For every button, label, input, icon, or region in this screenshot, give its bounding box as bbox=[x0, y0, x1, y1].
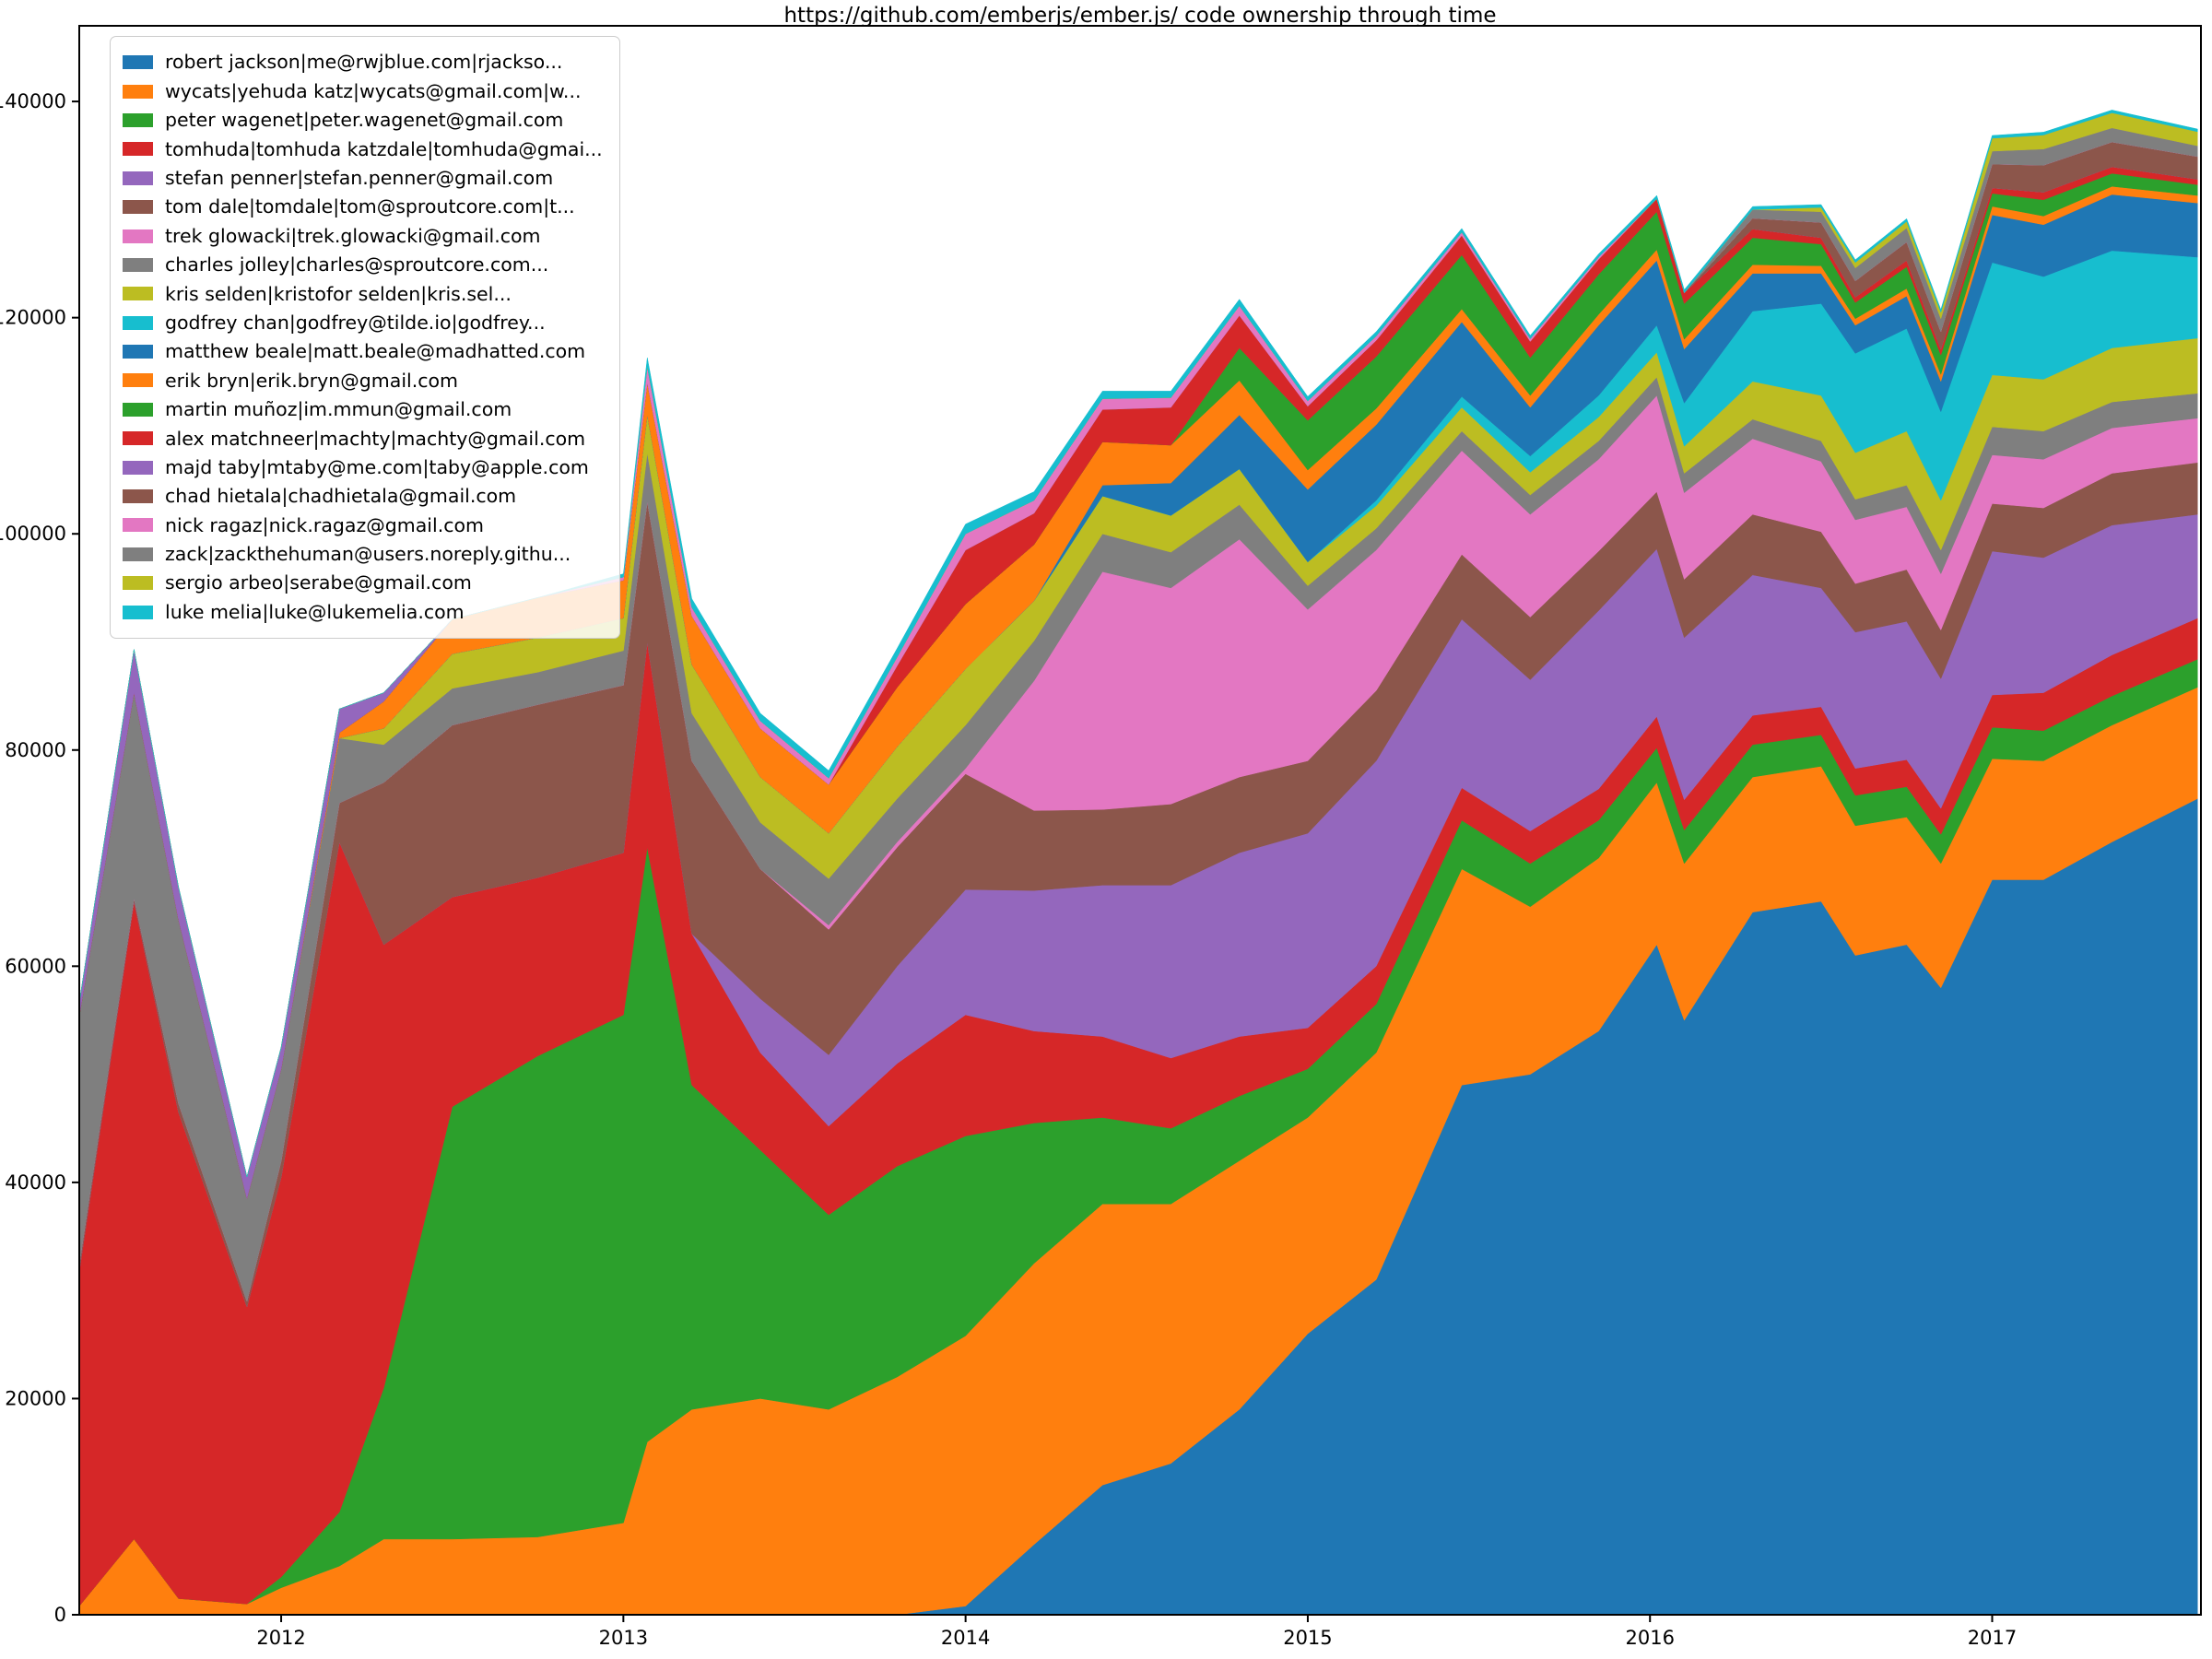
x-tick-label: 2014 bbox=[941, 1627, 990, 1649]
legend-item-label: alex matchneer|machty|machty@gmail.com bbox=[165, 427, 586, 450]
legend-item-label: godfrey chan|godfrey@tilde.io|godfrey... bbox=[165, 311, 546, 334]
legend-item-label: robert jackson|me@rwjblue.com|rjackso... bbox=[165, 51, 563, 74]
legend-item-label: trek glowacki|trek.glowacki@gmail.com bbox=[165, 224, 541, 247]
legend-item: nick ragaz|nick.ragaz@gmail.com bbox=[123, 511, 603, 539]
legend-item: peter wagenet|peter.wagenet@gmail.com bbox=[123, 106, 603, 135]
legend-swatch-icon bbox=[123, 315, 153, 330]
legend-item-label: luke melia|luke@lukemelia.com bbox=[165, 600, 465, 623]
y-tick-label: 120000 bbox=[0, 307, 66, 329]
legend-item: charles jolley|charles@sproutcore.com... bbox=[123, 251, 603, 279]
legend-item-label: tom dale|tomdale|tom@sproutcore.com|t... bbox=[165, 195, 575, 218]
legend-item: tomhuda|tomhuda katzdale|tomhuda@gmai... bbox=[123, 135, 603, 163]
legend-swatch-icon bbox=[123, 257, 153, 272]
legend-item: stefan penner|stefan.penner@gmail.com bbox=[123, 164, 603, 193]
legend-item: majd taby|mtaby@me.com|taby@apple.com bbox=[123, 453, 603, 481]
legend-item-label: tomhuda|tomhuda katzdale|tomhuda@gmai... bbox=[165, 137, 603, 160]
legend-item-label: peter wagenet|peter.wagenet@gmail.com bbox=[165, 109, 564, 132]
legend-swatch-icon bbox=[123, 518, 153, 533]
legend: robert jackson|me@rwjblue.com|rjackso...… bbox=[110, 36, 620, 639]
legend-item-label: sergio arbeo|serabe@gmail.com bbox=[165, 571, 472, 594]
legend-item-label: stefan penner|stefan.penner@gmail.com bbox=[165, 167, 554, 189]
legend-swatch-icon bbox=[123, 112, 153, 127]
y-tick-label: 0 bbox=[54, 1604, 66, 1626]
legend-item: zack|zackthehuman@users.noreply.githu... bbox=[123, 540, 603, 569]
x-tick-label: 2012 bbox=[256, 1627, 305, 1649]
legend-swatch-icon bbox=[123, 576, 153, 591]
y-tick-label: 40000 bbox=[5, 1171, 66, 1194]
legend-swatch-icon bbox=[123, 200, 153, 215]
legend-item-label: nick ragaz|nick.ragaz@gmail.com bbox=[165, 513, 484, 536]
x-tick-label: 2015 bbox=[1283, 1627, 1332, 1649]
x-tick-label: 2013 bbox=[599, 1627, 648, 1649]
legend-item: martin muñoz|im.mmun@gmail.com bbox=[123, 395, 603, 424]
legend-swatch-icon bbox=[123, 547, 153, 561]
legend-item: alex matchneer|machty|machty@gmail.com bbox=[123, 424, 603, 453]
legend-swatch-icon bbox=[123, 142, 153, 157]
legend-item: tom dale|tomdale|tom@sproutcore.com|t... bbox=[123, 193, 603, 221]
legend-item-label: zack|zackthehuman@users.noreply.githu... bbox=[165, 543, 571, 566]
legend-item: matthew beale|matt.beale@madhatted.com bbox=[123, 337, 603, 366]
y-tick-label: 20000 bbox=[5, 1387, 66, 1409]
axes-border bbox=[78, 25, 2202, 1616]
legend-swatch-icon bbox=[123, 171, 153, 185]
legend-item: wycats|yehuda katz|wycats@gmail.com|w... bbox=[123, 76, 603, 105]
legend-item: godfrey chan|godfrey@tilde.io|godfrey... bbox=[123, 309, 603, 337]
legend-swatch-icon bbox=[123, 460, 153, 475]
x-tick-label: 2016 bbox=[1625, 1627, 1674, 1649]
y-tick-label: 100000 bbox=[0, 523, 66, 545]
legend-swatch-icon bbox=[123, 84, 153, 99]
area-series-19 bbox=[78, 110, 2198, 1178]
legend-swatch-icon bbox=[123, 345, 153, 359]
x-tick-label: 2017 bbox=[1968, 1627, 2017, 1649]
legend-item: robert jackson|me@rwjblue.com|rjackso... bbox=[123, 48, 603, 76]
y-axis: 0 20000 40000 60000 80000 100000 120000 140000 bbox=[0, 90, 79, 1626]
legend-item-label: matthew beale|matt.beale@madhatted.com bbox=[165, 340, 586, 363]
legend-swatch-icon bbox=[123, 229, 153, 243]
chart-title: https://github.com/emberjs/ember.js/ cod… bbox=[783, 4, 1497, 28]
legend-item: sergio arbeo|serabe@gmail.com bbox=[123, 569, 603, 597]
legend-swatch-icon bbox=[123, 605, 153, 619]
legend-swatch-icon bbox=[123, 489, 153, 504]
legend-swatch-icon bbox=[123, 373, 153, 388]
legend-item: erik bryn|erik.bryn@gmail.com bbox=[123, 366, 603, 394]
legend-item-label: kris selden|kristofor selden|kris.sel... bbox=[165, 282, 512, 305]
legend-item: kris selden|kristofor selden|kris.sel... bbox=[123, 279, 603, 308]
legend-swatch-icon bbox=[123, 431, 153, 446]
legend-swatch-icon bbox=[123, 55, 153, 70]
legend-swatch-icon bbox=[123, 402, 153, 417]
x-axis: 2012 2013 2014 2015 2016 2017 bbox=[256, 1615, 2017, 1649]
legend-item-label: erik bryn|erik.bryn@gmail.com bbox=[165, 369, 459, 392]
legend-swatch-icon bbox=[123, 287, 153, 301]
y-tick-label: 140000 bbox=[0, 90, 66, 112]
legend-item-label: charles jolley|charles@sproutcore.com... bbox=[165, 253, 549, 276]
area-series-group bbox=[78, 110, 2198, 1616]
y-tick-label: 60000 bbox=[5, 955, 66, 977]
legend-item-label: chad hietala|chadhietala@gmail.com bbox=[165, 485, 517, 508]
legend-item: trek glowacki|trek.glowacki@gmail.com bbox=[123, 221, 603, 250]
legend-item-label: wycats|yehuda katz|wycats@gmail.com|w... bbox=[165, 79, 582, 102]
legend-item: chad hietala|chadhietala@gmail.com bbox=[123, 482, 603, 511]
legend-item-label: martin muñoz|im.mmun@gmail.com bbox=[165, 398, 512, 421]
y-tick-label: 80000 bbox=[5, 739, 66, 761]
legend-item: luke melia|luke@lukemelia.com bbox=[123, 597, 603, 626]
legend-item-label: majd taby|mtaby@me.com|taby@apple.com bbox=[165, 455, 589, 478]
